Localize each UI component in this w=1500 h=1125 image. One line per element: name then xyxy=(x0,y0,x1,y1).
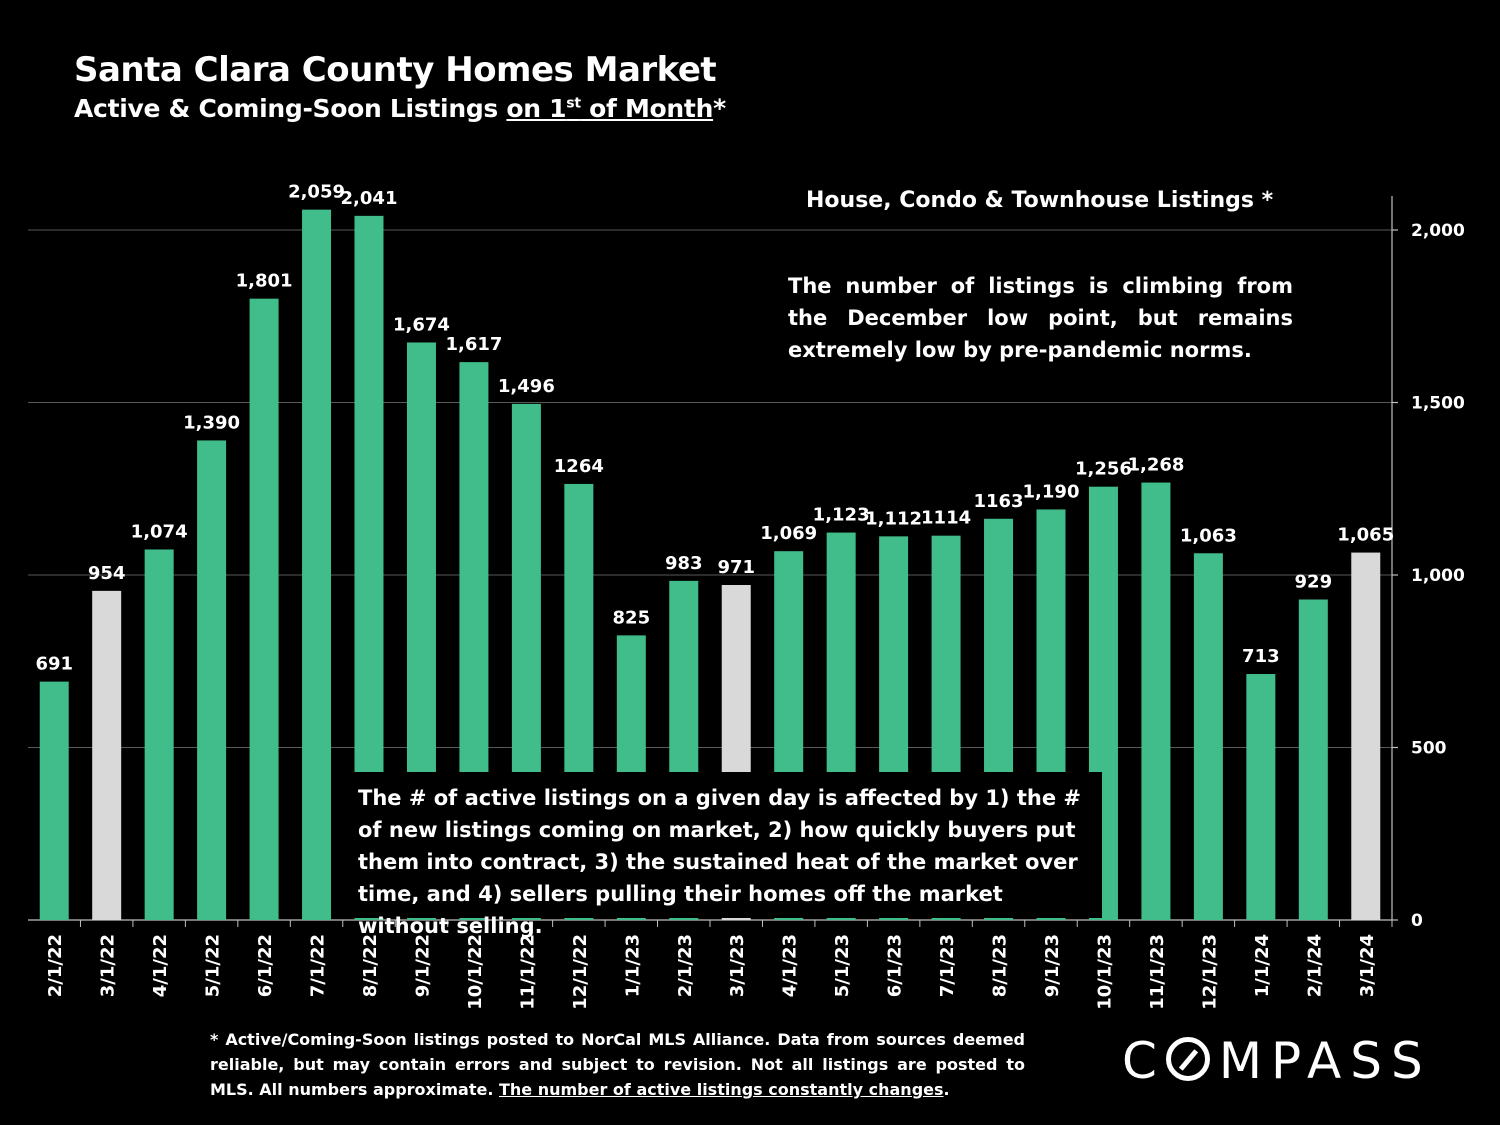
subtitle-superscript: st xyxy=(566,95,581,112)
x-tick-label: 12/1/22 xyxy=(570,934,591,1010)
data-label: 1114 xyxy=(921,508,971,529)
logo-text: MPASS xyxy=(1218,1032,1432,1090)
bar xyxy=(39,681,69,920)
y-tick-label: 1,000 xyxy=(1411,566,1465,586)
bar xyxy=(249,298,279,920)
x-tick-label: 11/1/23 xyxy=(1147,934,1168,1010)
bar xyxy=(1246,674,1276,920)
data-label: 1,190 xyxy=(1023,481,1080,502)
x-tick-label: 4/1/22 xyxy=(150,934,171,997)
x-tick-label: 9/1/23 xyxy=(1042,934,1063,997)
x-tick-label: 1/1/23 xyxy=(622,934,643,997)
data-label: 983 xyxy=(665,553,703,574)
x-tick-label: 3/1/22 xyxy=(98,934,119,997)
data-label: 929 xyxy=(1295,571,1333,592)
y-tick-label: 0 xyxy=(1411,911,1423,931)
y-tick-label: 1,500 xyxy=(1411,394,1465,414)
annotation-bottom: The # of active listings on a given day … xyxy=(352,772,1102,938)
x-tick-label: 3/1/23 xyxy=(727,934,748,997)
annotation-top: The number of listings is climbing from … xyxy=(788,274,1293,362)
footnote-underlined: The number of active listings constantly… xyxy=(498,1080,944,1099)
data-label: 825 xyxy=(613,607,651,628)
bar xyxy=(1298,599,1328,920)
data-label: 1264 xyxy=(554,456,604,477)
subtitle-underlined-part2: of Month xyxy=(580,94,714,123)
data-label: 954 xyxy=(88,563,126,584)
data-label: 1,074 xyxy=(131,521,188,542)
legend-label: House, Condo & Townhouse Listings * xyxy=(806,188,1274,213)
x-tick-label: 3/1/24 xyxy=(1357,934,1378,997)
compass-logo: C MPASS xyxy=(1122,1032,1432,1090)
data-label: 713 xyxy=(1242,646,1280,667)
data-label: 1,123 xyxy=(813,505,870,526)
bar xyxy=(1351,552,1381,920)
data-label: 1,069 xyxy=(760,523,817,544)
data-label: 1,617 xyxy=(445,334,502,355)
bar xyxy=(1141,482,1171,920)
data-label: 1,065 xyxy=(1337,525,1394,546)
data-label: 1163 xyxy=(973,491,1023,512)
data-label: 1,496 xyxy=(498,376,555,397)
data-label: 1,268 xyxy=(1127,455,1184,476)
logo-letter-c: C xyxy=(1122,1032,1166,1090)
x-tick-label: 7/1/23 xyxy=(937,934,958,997)
bar xyxy=(302,209,332,920)
data-label: 2,059 xyxy=(288,182,345,203)
x-tick-label: 2/1/22 xyxy=(45,934,66,997)
data-label: 1,674 xyxy=(393,314,450,335)
footnote-text: * Active/Coming-Soon listings posted to … xyxy=(210,1030,1025,1099)
bar xyxy=(144,549,174,920)
footnote-end: . xyxy=(943,1080,950,1099)
x-tick-label: 2/1/23 xyxy=(675,934,696,997)
x-tick-label: 6/1/23 xyxy=(885,934,906,997)
data-label: 1,256 xyxy=(1075,459,1132,480)
chart-subtitle: Active & Coming-Soon Listings on 1st of … xyxy=(74,94,726,123)
x-tick-label: 5/1/22 xyxy=(203,934,224,997)
x-tick-label: 4/1/23 xyxy=(780,934,801,997)
footnote: * Active/Coming-Soon listings posted to … xyxy=(210,1027,1025,1102)
subtitle-asterisk: * xyxy=(713,94,726,123)
x-tick-label: 9/1/22 xyxy=(412,934,433,997)
bar xyxy=(1193,553,1223,920)
data-label: 691 xyxy=(35,654,73,675)
x-tick-label: 10/1/22 xyxy=(465,934,486,1010)
x-tick-label: 6/1/22 xyxy=(255,934,276,997)
x-tick-label: 1/1/24 xyxy=(1252,934,1273,997)
data-label: 1,390 xyxy=(183,412,240,433)
data-label: 1,112 xyxy=(865,508,922,529)
y-tick-label: 500 xyxy=(1411,739,1447,759)
bar xyxy=(92,590,122,920)
subtitle-text: Active & Coming-Soon Listings xyxy=(74,94,507,123)
x-tick-label: 8/1/22 xyxy=(360,934,381,997)
data-label: 2,041 xyxy=(341,188,398,209)
bar xyxy=(197,440,227,920)
data-label: 971 xyxy=(717,557,755,578)
x-tick-label: 11/1/22 xyxy=(517,934,538,1010)
x-tick-label: 5/1/23 xyxy=(832,934,853,997)
x-tick-label: 2/1/24 xyxy=(1304,934,1325,997)
data-label: 1,063 xyxy=(1180,525,1237,546)
x-tick-label: 12/1/23 xyxy=(1199,934,1220,1010)
logo-o-icon xyxy=(1165,1037,1210,1081)
chart-title: Santa Clara County Homes Market xyxy=(74,50,717,90)
data-label: 1,801 xyxy=(236,271,293,292)
x-tick-label: 7/1/22 xyxy=(308,934,329,997)
x-tick-label: 10/1/23 xyxy=(1094,934,1115,1010)
y-tick-label: 2,000 xyxy=(1411,221,1465,241)
subtitle-underlined: on 1st of Month xyxy=(506,94,713,123)
x-tick-label: 8/1/23 xyxy=(990,934,1011,997)
subtitle-underlined-part1: on 1 xyxy=(506,94,567,123)
